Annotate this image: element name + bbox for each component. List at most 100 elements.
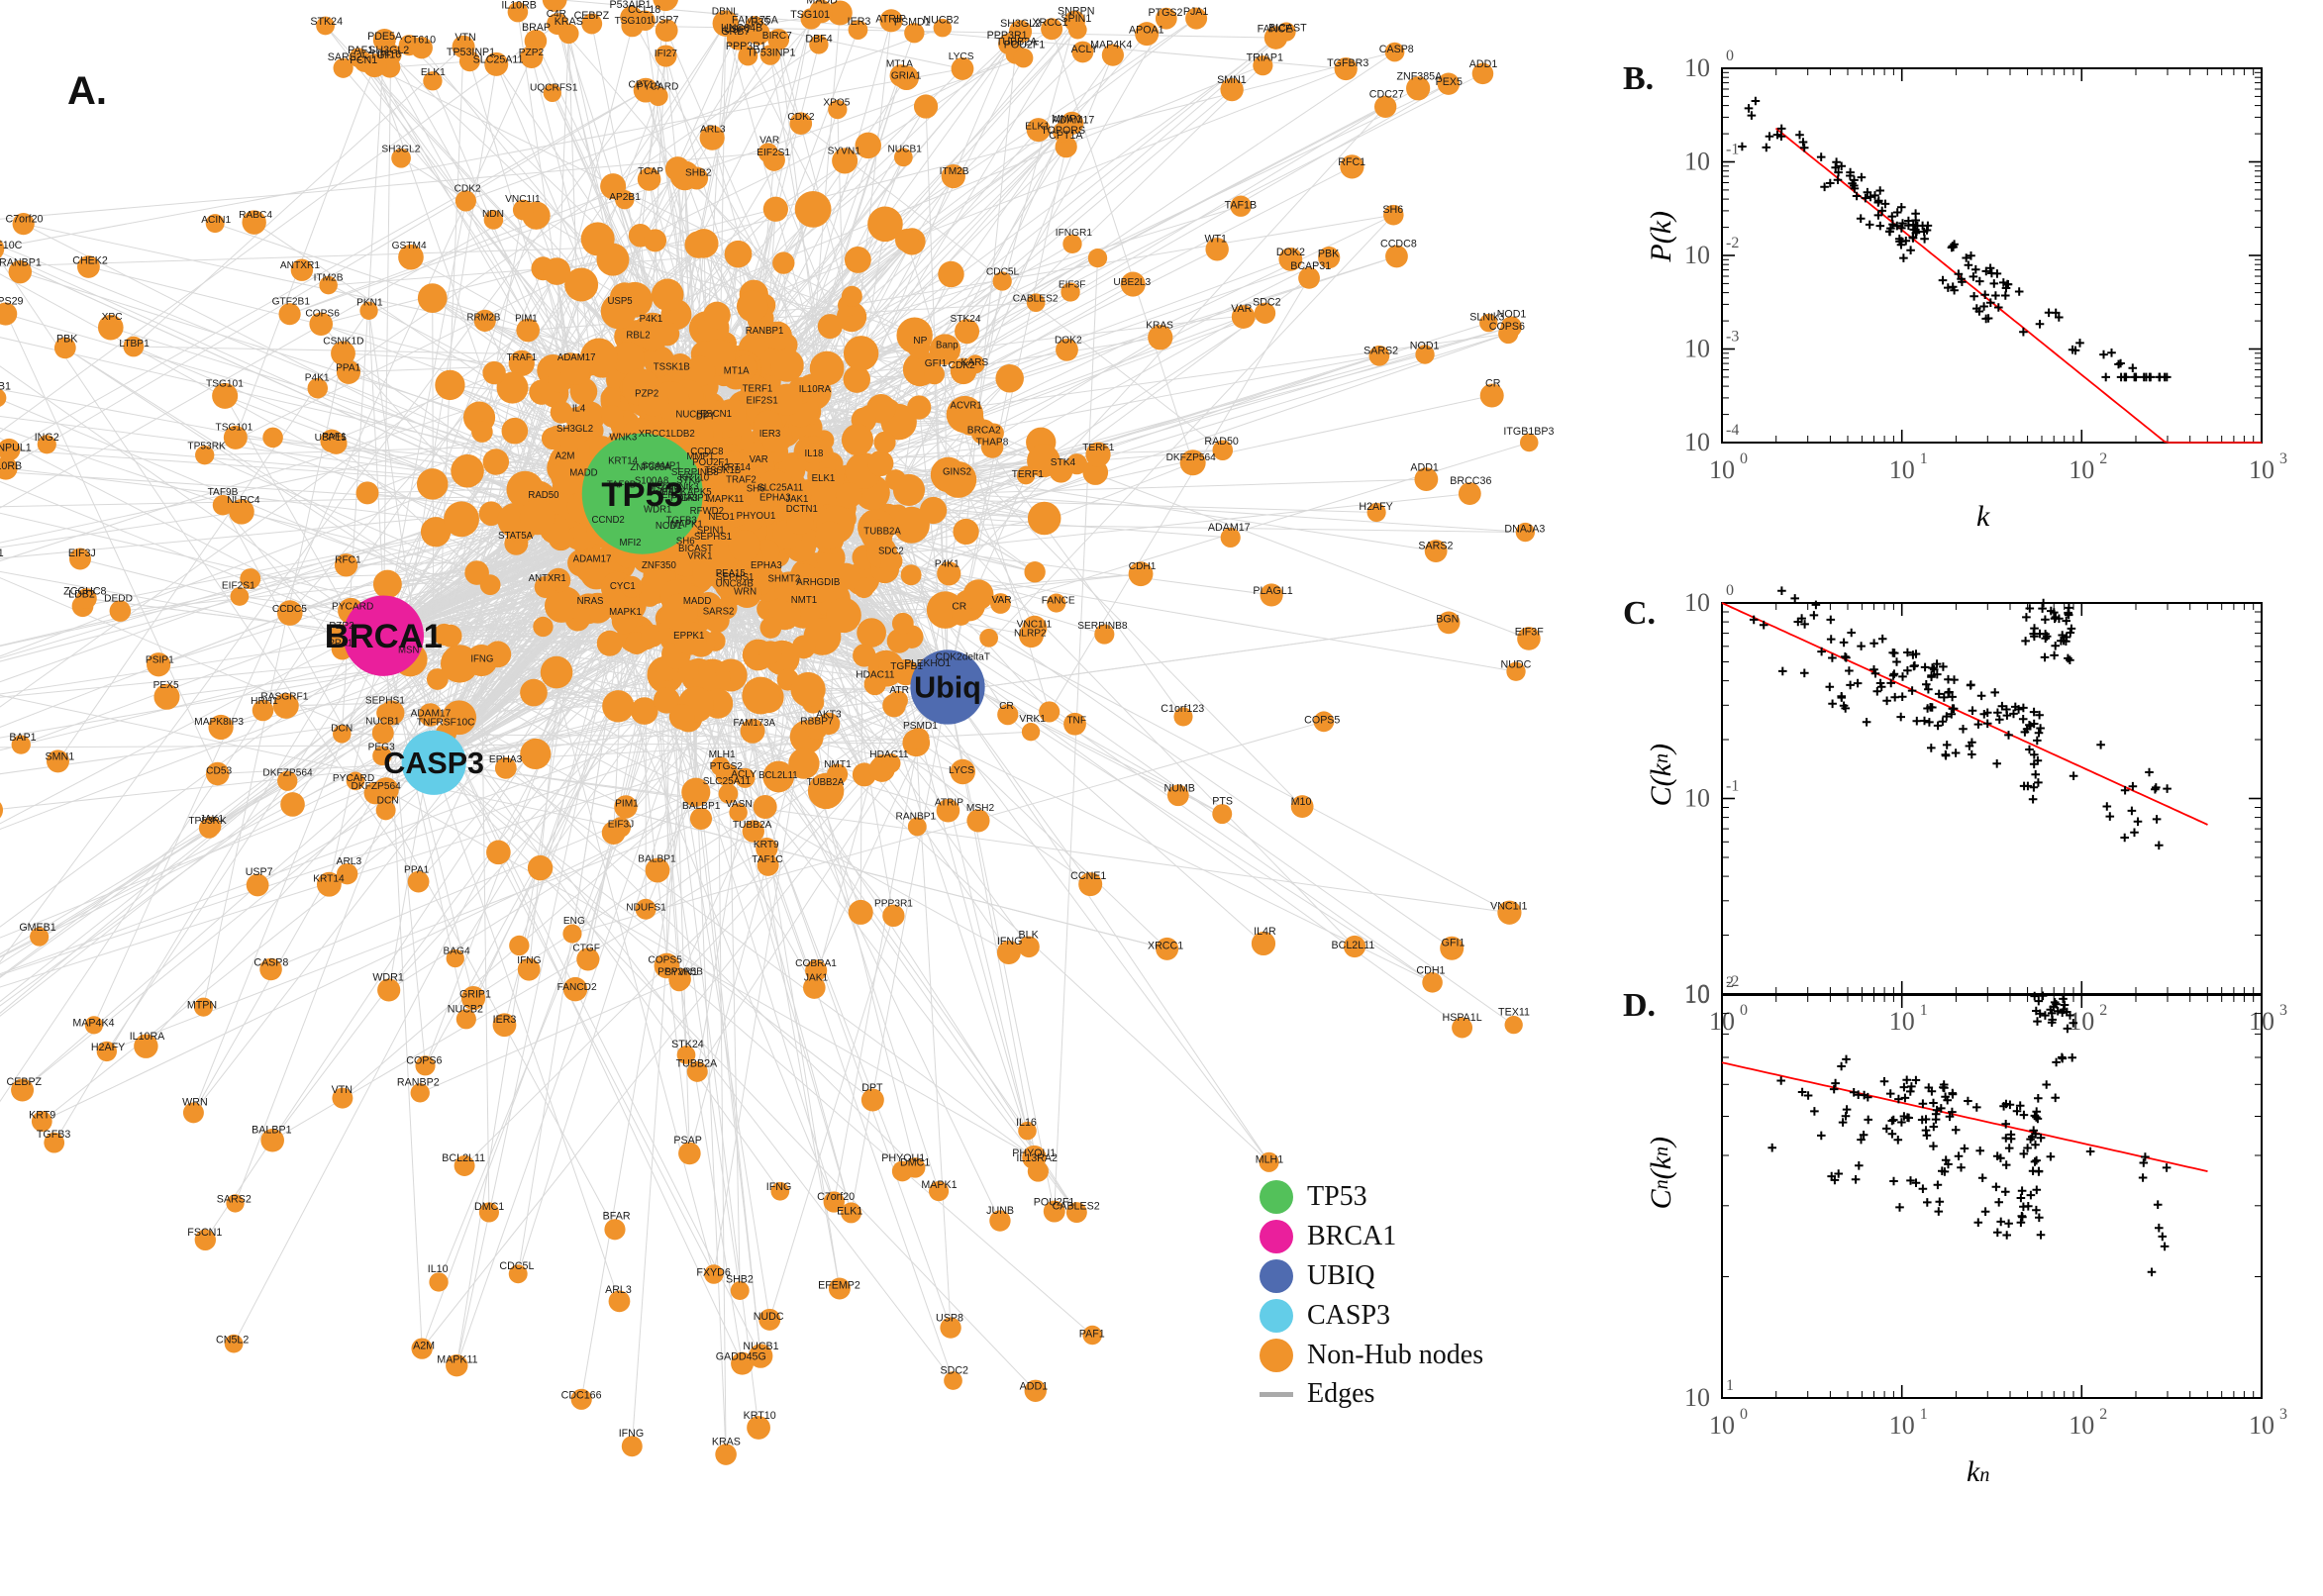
svg-text:PDE5A: PDE5A <box>367 31 403 43</box>
svg-text:CDC27: CDC27 <box>1369 88 1404 100</box>
svg-text:TUBB2A: TUBB2A <box>807 777 845 788</box>
svg-text:C7orf20: C7orf20 <box>6 213 44 225</box>
svg-text:2: 2 <box>1726 974 1734 991</box>
svg-text:10: 10 <box>1684 588 1710 617</box>
svg-text:TP53: TP53 <box>601 476 683 514</box>
svg-text:CASP8: CASP8 <box>253 957 288 969</box>
svg-text:NUCB1: NUCB1 <box>365 717 400 728</box>
svg-text:LDB1: LDB1 <box>0 380 11 392</box>
svg-text:NUDC: NUDC <box>754 1311 784 1323</box>
svg-text:RAD50: RAD50 <box>1204 436 1238 448</box>
svg-text:GFI1: GFI1 <box>1442 938 1465 949</box>
svg-text:ENG: ENG <box>563 916 585 927</box>
svg-text:TCAP: TCAP <box>638 166 663 177</box>
svg-text:KRAS: KRAS <box>712 1436 741 1447</box>
svg-text:SEPHS1: SEPHS1 <box>694 532 732 543</box>
svg-text:CT610: CT610 <box>404 34 436 46</box>
svg-text:10: 10 <box>2069 455 2094 484</box>
svg-text:A2M: A2M <box>556 451 575 462</box>
svg-text:VAR: VAR <box>1231 303 1252 315</box>
svg-text:COPS6: COPS6 <box>406 1055 442 1067</box>
svg-text:KRT14: KRT14 <box>313 873 345 884</box>
svg-text:VAR: VAR <box>991 595 1011 606</box>
svg-text:VNC1I1: VNC1I1 <box>1490 900 1527 912</box>
svg-text:PSIP1: PSIP1 <box>146 655 174 666</box>
svg-text:NOD1: NOD1 <box>1410 341 1440 352</box>
svg-text:GMEB1: GMEB1 <box>19 922 55 934</box>
svg-text:ADD1: ADD1 <box>1410 462 1439 474</box>
svg-text:CDC5L: CDC5L <box>986 266 1020 277</box>
svg-text:CCDC8: CCDC8 <box>1380 239 1417 250</box>
svg-text:BAP1: BAP1 <box>9 732 36 744</box>
svg-text:VTN: VTN <box>332 1084 353 1096</box>
svg-text:10: 10 <box>1889 455 1915 484</box>
svg-text:-2: -2 <box>1726 235 1739 251</box>
svg-text:PPP3R1: PPP3R1 <box>987 30 1028 42</box>
svg-text:ING2: ING2 <box>35 432 59 444</box>
svg-text:SMN1: SMN1 <box>45 750 74 762</box>
svg-text:H2AFY: H2AFY <box>1359 501 1392 513</box>
svg-text:10: 10 <box>1684 241 1710 269</box>
svg-text:KRT9: KRT9 <box>754 840 779 850</box>
svg-text:EIF2S1: EIF2S1 <box>757 148 790 158</box>
svg-text:HDAC11: HDAC11 <box>856 670 895 681</box>
svg-text:SHB2: SHB2 <box>685 168 712 179</box>
svg-text:TSSK1B: TSSK1B <box>654 361 690 372</box>
svg-text:RABC4: RABC4 <box>239 210 272 221</box>
svg-text:CABLES2: CABLES2 <box>1053 1201 1100 1213</box>
svg-text:TGFB3: TGFB3 <box>37 1129 70 1141</box>
svg-text:1: 1 <box>1920 1406 1928 1423</box>
svg-text:ATRIP: ATRIP <box>935 797 963 808</box>
svg-text:NP: NP <box>913 336 927 347</box>
svg-text:CDC5L: CDC5L <box>499 1260 534 1272</box>
svg-text:MAPK11: MAPK11 <box>437 1353 477 1365</box>
svg-text:RASGRF1: RASGRF1 <box>260 692 308 703</box>
svg-text:TNFRSF10C: TNFRSF10C <box>0 240 23 251</box>
svg-text:TUBB2A: TUBB2A <box>733 820 772 831</box>
svg-text:PSMD1: PSMD1 <box>903 721 938 732</box>
svg-text:VRK1: VRK1 <box>687 551 712 562</box>
svg-text:SH6: SH6 <box>1382 204 1403 216</box>
svg-text:IER3: IER3 <box>759 429 780 440</box>
svg-text:10: 10 <box>1709 1411 1735 1440</box>
svg-text:GADD45G: GADD45G <box>716 1350 766 1362</box>
svg-text:DNAJA3: DNAJA3 <box>1504 523 1545 535</box>
svg-text:MLH1: MLH1 <box>709 749 736 760</box>
svg-text:Banp: Banp <box>936 340 959 350</box>
svg-text:10: 10 <box>1889 1411 1915 1440</box>
svg-text:FANCE: FANCE <box>1258 23 1293 35</box>
svg-text:GRIP1: GRIP1 <box>459 989 491 1001</box>
svg-text:10: 10 <box>1709 455 1735 484</box>
svg-text:P35: P35 <box>751 17 769 29</box>
svg-text:TP53INP1: TP53INP1 <box>747 47 795 58</box>
svg-text:MADD: MADD <box>683 596 711 607</box>
svg-text:IL18: IL18 <box>805 449 824 459</box>
svg-text:RANBP1: RANBP1 <box>0 256 42 268</box>
svg-text:SYVN1: SYVN1 <box>828 147 861 157</box>
svg-text:CN5L2: CN5L2 <box>216 1335 249 1347</box>
svg-text:BAG4: BAG4 <box>443 947 469 957</box>
svg-text:ZCCHC8: ZCCHC8 <box>63 585 106 597</box>
svg-text:TSG101: TSG101 <box>216 422 253 433</box>
svg-text:MAP4K4: MAP4K4 <box>1090 40 1132 51</box>
svg-text:SARS2: SARS2 <box>1418 541 1453 552</box>
svg-text:WRN: WRN <box>182 1097 208 1109</box>
svg-text:VNC1I1: VNC1I1 <box>505 194 541 205</box>
svg-text:WT1: WT1 <box>1204 234 1227 246</box>
svg-text:ARL3: ARL3 <box>605 1284 632 1296</box>
svg-text:CABLES2: CABLES2 <box>1013 293 1059 304</box>
svg-text:DBF4: DBF4 <box>805 33 832 45</box>
svg-text:SLC25A11: SLC25A11 <box>703 776 752 787</box>
svg-text:FSCN1: FSCN1 <box>187 1227 222 1239</box>
svg-text:MADD: MADD <box>806 0 838 6</box>
svg-text:DOK2: DOK2 <box>1055 335 1082 346</box>
svg-text:PBK: PBK <box>56 334 77 346</box>
svg-text:KRT10: KRT10 <box>744 1410 776 1422</box>
svg-text:FANCE: FANCE <box>1042 595 1075 606</box>
svg-text:UBE2L3: UBE2L3 <box>1113 277 1151 288</box>
svg-text:KRAS: KRAS <box>1146 320 1173 331</box>
svg-text:TP53RK: TP53RK <box>187 441 226 451</box>
svg-text:ZNF385A: ZNF385A <box>1397 71 1444 83</box>
svg-text:MT1A: MT1A <box>724 366 750 377</box>
svg-text:TAF1B: TAF1B <box>1225 199 1257 211</box>
